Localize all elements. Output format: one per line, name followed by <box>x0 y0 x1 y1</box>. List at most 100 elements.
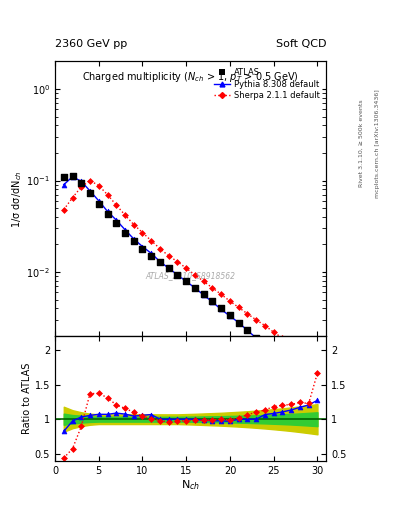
ATLAS <box>113 219 119 227</box>
Text: mcplots.cern.ch [arXiv:1306.3436]: mcplots.cern.ch [arXiv:1306.3436] <box>375 89 380 198</box>
Pythia 8.308 default <box>280 358 285 365</box>
Sherpa 2.1.1 default <box>193 272 197 278</box>
Sherpa 2.1.1 default <box>289 342 294 348</box>
ATLAS <box>244 326 251 334</box>
Pythia 8.308 default <box>263 342 267 348</box>
Pythia 8.308 default <box>96 198 101 204</box>
Sherpa 2.1.1 default <box>245 311 250 317</box>
Pythia 8.308 default <box>61 182 66 188</box>
Sherpa 2.1.1 default <box>158 246 162 252</box>
ATLAS <box>279 361 286 370</box>
Sherpa 2.1.1 default <box>315 357 320 363</box>
Sherpa 2.1.1 default <box>96 182 101 188</box>
Sherpa 2.1.1 default <box>271 329 276 335</box>
Sherpa 2.1.1 default <box>79 184 84 190</box>
Pythia 8.308 default <box>131 236 136 242</box>
Text: Charged multiplicity ($N_{ch}$ > 1, $p_T$ > 0.5 GeV): Charged multiplicity ($N_{ch}$ > 1, $p_T… <box>82 70 299 83</box>
ATLAS <box>209 297 216 305</box>
ATLAS <box>165 264 172 272</box>
ATLAS <box>130 237 137 245</box>
ATLAS <box>218 304 224 312</box>
Pythia 8.308 default <box>158 259 162 265</box>
Text: ATLAS_2010_S8918562: ATLAS_2010_S8918562 <box>145 271 236 280</box>
Line: Sherpa 2.1.1 default: Sherpa 2.1.1 default <box>62 178 320 362</box>
Pythia 8.308 default <box>149 250 154 257</box>
Pythia 8.308 default <box>306 386 311 392</box>
Pythia 8.308 default <box>236 319 241 326</box>
ATLAS <box>157 258 163 266</box>
Text: 2360 GeV pp: 2360 GeV pp <box>55 38 127 49</box>
ATLAS <box>192 284 198 292</box>
Pythia 8.308 default <box>114 217 119 223</box>
Sherpa 2.1.1 default <box>236 305 241 311</box>
Sherpa 2.1.1 default <box>201 279 206 285</box>
Pythia 8.308 default <box>166 265 171 271</box>
Pythia 8.308 default <box>175 272 180 278</box>
Text: Rivet 3.1.10, ≥ 500k events: Rivet 3.1.10, ≥ 500k events <box>359 99 364 187</box>
Sherpa 2.1.1 default <box>254 317 259 323</box>
ATLAS <box>314 403 321 412</box>
ATLAS <box>140 245 146 253</box>
Sherpa 2.1.1 default <box>131 222 136 228</box>
Sherpa 2.1.1 default <box>140 229 145 236</box>
Sherpa 2.1.1 default <box>298 347 302 353</box>
Pythia 8.308 default <box>271 350 276 356</box>
Line: Pythia 8.308 default: Pythia 8.308 default <box>61 174 320 400</box>
ATLAS <box>61 173 67 181</box>
Pythia 8.308 default <box>315 395 320 401</box>
Pythia 8.308 default <box>140 243 145 249</box>
Sherpa 2.1.1 default <box>280 335 285 341</box>
ATLAS <box>95 200 102 208</box>
Pythia 8.308 default <box>123 227 127 233</box>
Sherpa 2.1.1 default <box>175 259 180 265</box>
Pythia 8.308 default <box>105 208 110 215</box>
Pythia 8.308 default <box>289 367 294 373</box>
ATLAS <box>174 271 181 279</box>
ATLAS <box>87 189 93 197</box>
Pythia 8.308 default <box>254 335 259 341</box>
Text: Soft QCD: Soft QCD <box>276 38 326 49</box>
ATLAS <box>270 352 277 360</box>
Sherpa 2.1.1 default <box>210 285 215 291</box>
Pythia 8.308 default <box>298 376 302 382</box>
Pythia 8.308 default <box>210 299 215 305</box>
ATLAS <box>235 318 242 327</box>
ATLAS <box>305 392 312 400</box>
ATLAS <box>253 334 259 342</box>
ATLAS <box>200 290 207 298</box>
ATLAS <box>105 210 111 218</box>
Sherpa 2.1.1 default <box>219 291 224 297</box>
Pythia 8.308 default <box>228 313 232 319</box>
Sherpa 2.1.1 default <box>166 253 171 259</box>
ATLAS <box>288 371 294 379</box>
ATLAS <box>70 172 76 180</box>
Sherpa 2.1.1 default <box>263 323 267 329</box>
Sherpa 2.1.1 default <box>61 207 66 213</box>
ATLAS <box>122 228 128 237</box>
Sherpa 2.1.1 default <box>123 212 127 218</box>
ATLAS <box>227 311 233 319</box>
Pythia 8.308 default <box>245 327 250 333</box>
Pythia 8.308 default <box>88 188 92 194</box>
ATLAS <box>262 344 268 352</box>
Sherpa 2.1.1 default <box>228 298 232 304</box>
Pythia 8.308 default <box>184 279 189 285</box>
ATLAS <box>78 179 84 187</box>
Sherpa 2.1.1 default <box>70 195 75 201</box>
Pythia 8.308 default <box>79 178 84 184</box>
Sherpa 2.1.1 default <box>149 238 154 244</box>
Sherpa 2.1.1 default <box>184 265 189 271</box>
Legend: ATLAS, Pythia 8.308 default, Sherpa 2.1.1 default: ATLAS, Pythia 8.308 default, Sherpa 2.1.… <box>211 66 322 102</box>
ATLAS <box>148 252 154 260</box>
Sherpa 2.1.1 default <box>306 353 311 359</box>
Pythia 8.308 default <box>70 174 75 180</box>
Sherpa 2.1.1 default <box>114 202 119 208</box>
Y-axis label: 1/σ dσ/dN$_{ch}$: 1/σ dσ/dN$_{ch}$ <box>10 170 24 227</box>
X-axis label: N$_{ch}$: N$_{ch}$ <box>181 478 200 492</box>
Y-axis label: Ratio to ATLAS: Ratio to ATLAS <box>22 362 32 434</box>
Sherpa 2.1.1 default <box>105 191 110 198</box>
Pythia 8.308 default <box>193 285 197 291</box>
ATLAS <box>297 381 303 389</box>
Sherpa 2.1.1 default <box>88 178 92 184</box>
Pythia 8.308 default <box>201 292 206 298</box>
